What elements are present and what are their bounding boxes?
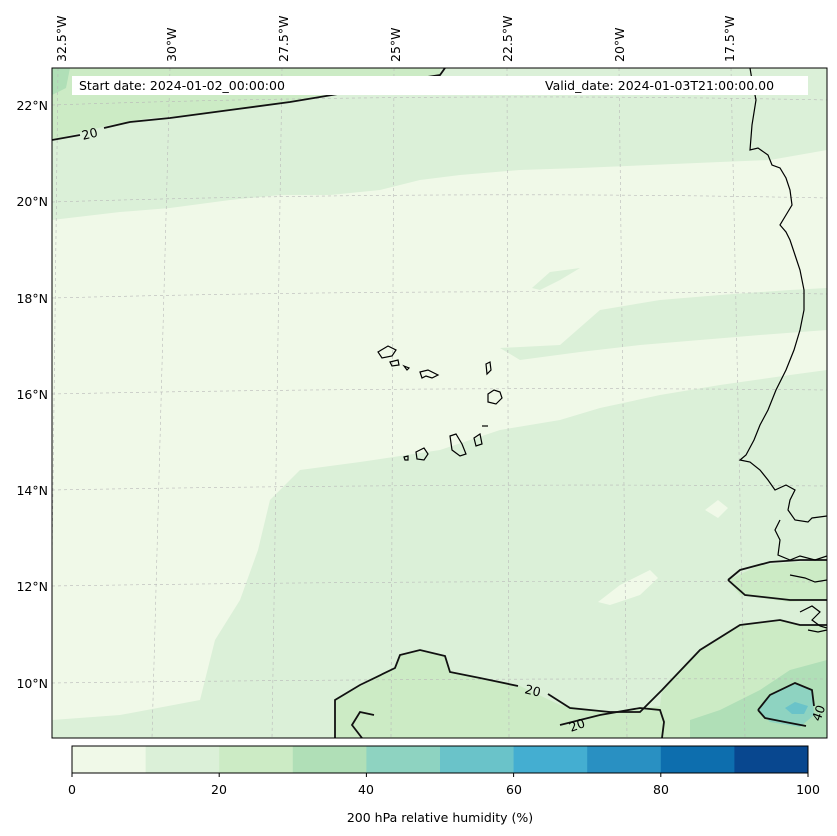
lon-label-27-5w: 27.5°W bbox=[276, 15, 291, 62]
valid-date-label: Valid_date: 2024-01-03T21:00:00.00 bbox=[545, 78, 775, 93]
start-date-label: Start date: 2024-01-02_00:00:00 bbox=[79, 78, 285, 93]
colorbar-title: 200 hPa relative humidity (%) bbox=[346, 810, 534, 825]
colorbar-swatch-0-10 bbox=[72, 746, 147, 773]
colorbar-tick-label-20: 20 bbox=[211, 782, 227, 797]
contour-label-2: 20 bbox=[523, 681, 542, 699]
island-santa-luzia bbox=[402, 364, 411, 371]
lat-label-22n: 22°N bbox=[16, 98, 48, 113]
island-sao-nicolau bbox=[419, 369, 440, 379]
colorbar-frame bbox=[71, 745, 809, 774]
contour-label-1: 20 bbox=[80, 124, 99, 142]
humidity-fill-south-region bbox=[52, 370, 827, 738]
contour-labels: 20 20 20 40 bbox=[80, 124, 828, 734]
colorbar-tick-label-60: 60 bbox=[506, 782, 522, 797]
humidity-fill-pocket-1 bbox=[598, 570, 658, 605]
lon-label-30w: 30°W bbox=[164, 27, 179, 62]
island-santiago bbox=[449, 433, 467, 457]
lat-label-20n: 20°N bbox=[16, 194, 48, 209]
colorbar-swatch-50-60 bbox=[440, 746, 515, 773]
lon-label-32-5w: 32.5°W bbox=[54, 15, 69, 62]
island-sao-vicente bbox=[389, 359, 400, 367]
colorbar-swatch-90-100 bbox=[734, 746, 809, 773]
map-area bbox=[52, 68, 827, 738]
colorbar-tick-label-100: 100 bbox=[796, 782, 820, 797]
colorbar-swatch-70-80 bbox=[587, 746, 662, 773]
island-fogo bbox=[415, 447, 429, 461]
colorbar-swatch-40-50 bbox=[366, 746, 441, 773]
colorbar-tick-label-0: 0 bbox=[68, 782, 76, 797]
humidity-fill-mid-streak bbox=[532, 268, 580, 290]
lat-label-18n: 18°N bbox=[16, 291, 48, 306]
island-sal bbox=[485, 361, 492, 376]
colorbar-ticks bbox=[71, 773, 809, 777]
cape-verde-islands bbox=[377, 345, 503, 461]
lat-label-10n: 10°N bbox=[16, 676, 48, 691]
island-brava bbox=[403, 455, 409, 461]
humidity-fill-east-band bbox=[500, 288, 827, 360]
graticule bbox=[52, 68, 827, 738]
colorbar-swatch-60-70 bbox=[513, 746, 588, 773]
humidity-fill-corner bbox=[52, 68, 70, 95]
contour-label-3: 20 bbox=[567, 715, 587, 735]
lat-label-16n: 16°N bbox=[16, 387, 48, 402]
lon-label-25w: 25°W bbox=[388, 27, 403, 62]
lon-label-20w: 20°W bbox=[612, 27, 627, 62]
map-frame bbox=[51, 67, 828, 739]
colorbar-swatch-20-30 bbox=[219, 746, 294, 773]
colorbar-tick-label-80: 80 bbox=[653, 782, 669, 797]
humidity-fill-50-60 bbox=[785, 702, 808, 714]
humidity-fill-southeast-blob bbox=[728, 560, 827, 602]
island-boa-vista bbox=[487, 389, 503, 405]
lat-label-12n: 12°N bbox=[16, 579, 48, 594]
island-santo-antao bbox=[377, 345, 397, 359]
contour-label-4: 40 bbox=[809, 703, 829, 723]
humidity-fill-40-50 bbox=[758, 683, 814, 727]
coastlines bbox=[738, 68, 827, 633]
island-maio bbox=[473, 433, 483, 447]
humidity-fill-south-20-30 bbox=[335, 620, 827, 738]
lon-label-22-5w: 22.5°W bbox=[500, 15, 515, 62]
lon-label-17-5w: 17.5°W bbox=[722, 15, 737, 62]
colorbar-swatch-30-40 bbox=[292, 746, 367, 773]
contour-lines bbox=[52, 68, 827, 738]
colorbar-swatch-10-20 bbox=[145, 746, 220, 773]
colorbar bbox=[72, 746, 809, 773]
humidity-fill-pocket-2 bbox=[705, 500, 728, 518]
colorbar-swatch-80-90 bbox=[660, 746, 735, 773]
lat-label-14n: 14°N bbox=[16, 483, 48, 498]
header-background bbox=[72, 76, 808, 95]
colorbar-tick-label-40: 40 bbox=[358, 782, 374, 797]
